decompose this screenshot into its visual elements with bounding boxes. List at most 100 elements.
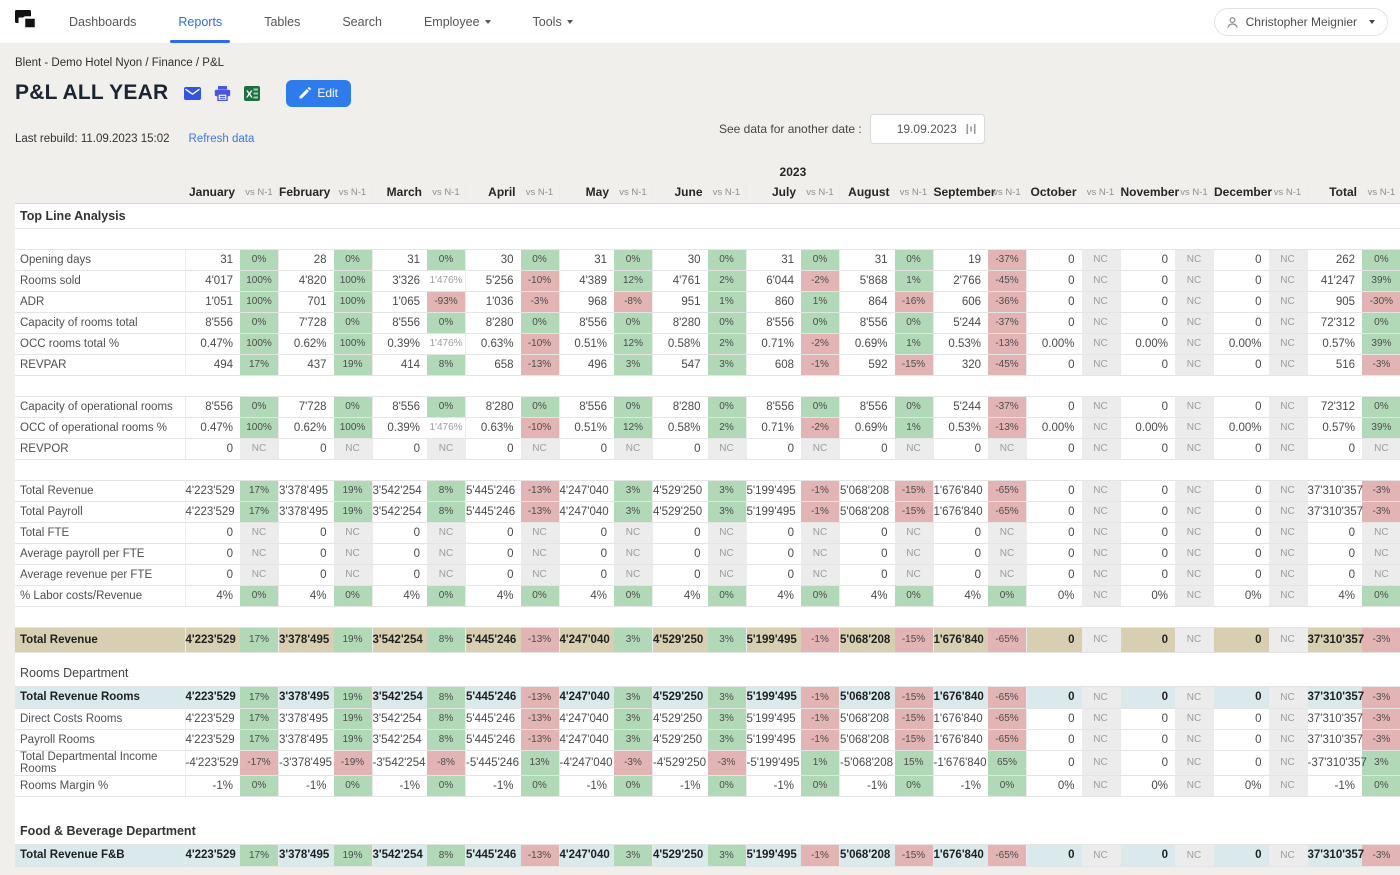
value-cell: 0 [1213, 708, 1269, 730]
variance-cell: NC [1175, 438, 1214, 460]
variance-cell: NC [1081, 270, 1120, 292]
value-cell: 8'280 [465, 396, 521, 418]
value-cell: 30 [652, 249, 708, 271]
table-row: OCC of operational rooms % 0.47% 100% 0.62%… [15, 417, 1400, 439]
variance-cell: -13% [520, 686, 559, 709]
variance-cell: -15% [894, 844, 933, 867]
value-cell: 0.39% [371, 417, 427, 439]
variance-cell: NC [1175, 844, 1214, 867]
value-cell: 0.00% [1213, 333, 1269, 355]
nav-item-tools[interactable]: Tools [531, 0, 575, 43]
variance-cell: NC [1081, 686, 1120, 709]
nav-item-employee[interactable]: Employee [422, 0, 493, 43]
variance-cell: 0% [520, 585, 559, 607]
variance-cell: 17% [240, 844, 279, 867]
value-cell: 0 [1026, 480, 1082, 502]
variance-cell: NC [1081, 249, 1120, 271]
value-cell: 3'378'495 [278, 480, 334, 502]
value-cell: -4'247'040 [558, 750, 614, 776]
variance-cell: 0% [894, 249, 933, 271]
value-cell: 1'676'840 [932, 708, 988, 730]
nav-item-dashboards[interactable]: Dashboards [67, 0, 138, 43]
print-button[interactable] [214, 85, 231, 101]
value-cell: 4'529'250 [652, 627, 708, 653]
variance-cell: -13% [520, 708, 559, 730]
value-cell: 2'766 [932, 270, 988, 292]
value-cell: 28 [278, 249, 334, 271]
variance-cell: NC [614, 438, 653, 460]
edit-button[interactable]: Edit [286, 79, 352, 107]
month-header: July [745, 181, 801, 204]
variance-cell: 39% [1362, 270, 1400, 292]
variance-cell: NC [1081, 312, 1120, 334]
value-cell: 4% [184, 585, 240, 607]
variance-cell: 100% [333, 291, 372, 313]
month-header: May [558, 181, 614, 204]
value-cell: -1% [932, 775, 988, 797]
table-row: Average revenue per FTE 0 NC 0 NC 0 NC 0 NC 0 NC 0 N… [15, 564, 1400, 586]
vs-n1-header: vs N-1 [988, 181, 1027, 204]
nav-item-tables[interactable]: Tables [262, 0, 302, 43]
excel-export-button[interactable]: X [244, 85, 261, 101]
vs-n1-header: vs N-1 [240, 181, 279, 204]
variance-cell: 3% [707, 354, 746, 376]
variance-cell: NC [1175, 729, 1214, 751]
variance-cell: 3% [1362, 750, 1400, 776]
value-cell: -1% [371, 775, 427, 797]
vs-n1-header: vs N-1 [614, 181, 653, 204]
month-header: June [652, 181, 708, 204]
value-cell: 8'556 [839, 312, 895, 334]
variance-cell: NC [1268, 333, 1307, 355]
value-cell: 0 [558, 564, 614, 586]
value-cell: 0.00% [1026, 417, 1082, 439]
value-cell: 951 [652, 291, 708, 313]
variance-cell: -1% [801, 729, 840, 751]
value-cell: 0 [1026, 844, 1082, 867]
value-cell: 0 [1119, 291, 1175, 313]
value-cell: 0 [839, 543, 895, 565]
value-cell: 0 [1213, 522, 1269, 544]
value-cell: 0 [1213, 438, 1269, 460]
variance-cell: 0% [988, 775, 1027, 797]
chevron-down-icon [566, 19, 573, 24]
value-cell: 0 [278, 438, 334, 460]
value-cell: 5'445'246 [465, 501, 521, 523]
value-cell: 0 [278, 543, 334, 565]
variance-cell: NC [1081, 438, 1120, 460]
value-cell: 0 [1026, 438, 1082, 460]
nav-item-reports[interactable]: Reports [170, 0, 230, 43]
variance-cell: 100% [240, 291, 279, 313]
metric-label: Capacity of rooms total [15, 312, 185, 334]
variance-cell: NC [240, 522, 279, 544]
variance-cell: NC [1175, 585, 1214, 607]
date-input[interactable]: 19.09.2023 [869, 114, 985, 144]
value-cell: 4'247'040 [558, 501, 614, 523]
value-cell: 0.47% [184, 417, 240, 439]
value-cell: 3'542'254 [371, 501, 427, 523]
value-cell: 0 [558, 522, 614, 544]
variance-cell: NC [1268, 291, 1307, 313]
refresh-data-link[interactable]: Refresh data [188, 133, 255, 145]
nav-item-search[interactable]: Search [340, 0, 384, 43]
variance-cell: NC [707, 543, 746, 565]
value-cell: 0.62% [278, 333, 334, 355]
value-cell: 0 [652, 438, 708, 460]
value-cell: 3'378'495 [278, 844, 334, 867]
value-cell: 0.39% [371, 333, 427, 355]
value-cell: 0.69% [839, 333, 895, 355]
variance-cell: NC [614, 522, 653, 544]
variance-cell: 0% [427, 775, 466, 797]
email-button[interactable] [184, 86, 202, 100]
variance-cell: NC [1268, 543, 1307, 565]
value-cell: 0.71% [745, 333, 801, 355]
app-logo[interactable] [14, 0, 41, 43]
variance-cell: NC [1175, 750, 1214, 776]
variance-cell: 0% [1362, 312, 1400, 334]
variance-cell: -15% [894, 708, 933, 730]
value-cell: 31 [558, 249, 614, 271]
value-cell: 5'068'208 [839, 708, 895, 730]
variance-cell: 17% [240, 501, 279, 523]
value-cell: 0 [1213, 480, 1269, 502]
value-cell: 3'326 [371, 270, 427, 292]
user-menu[interactable]: Christopher Meignier [1213, 8, 1388, 36]
